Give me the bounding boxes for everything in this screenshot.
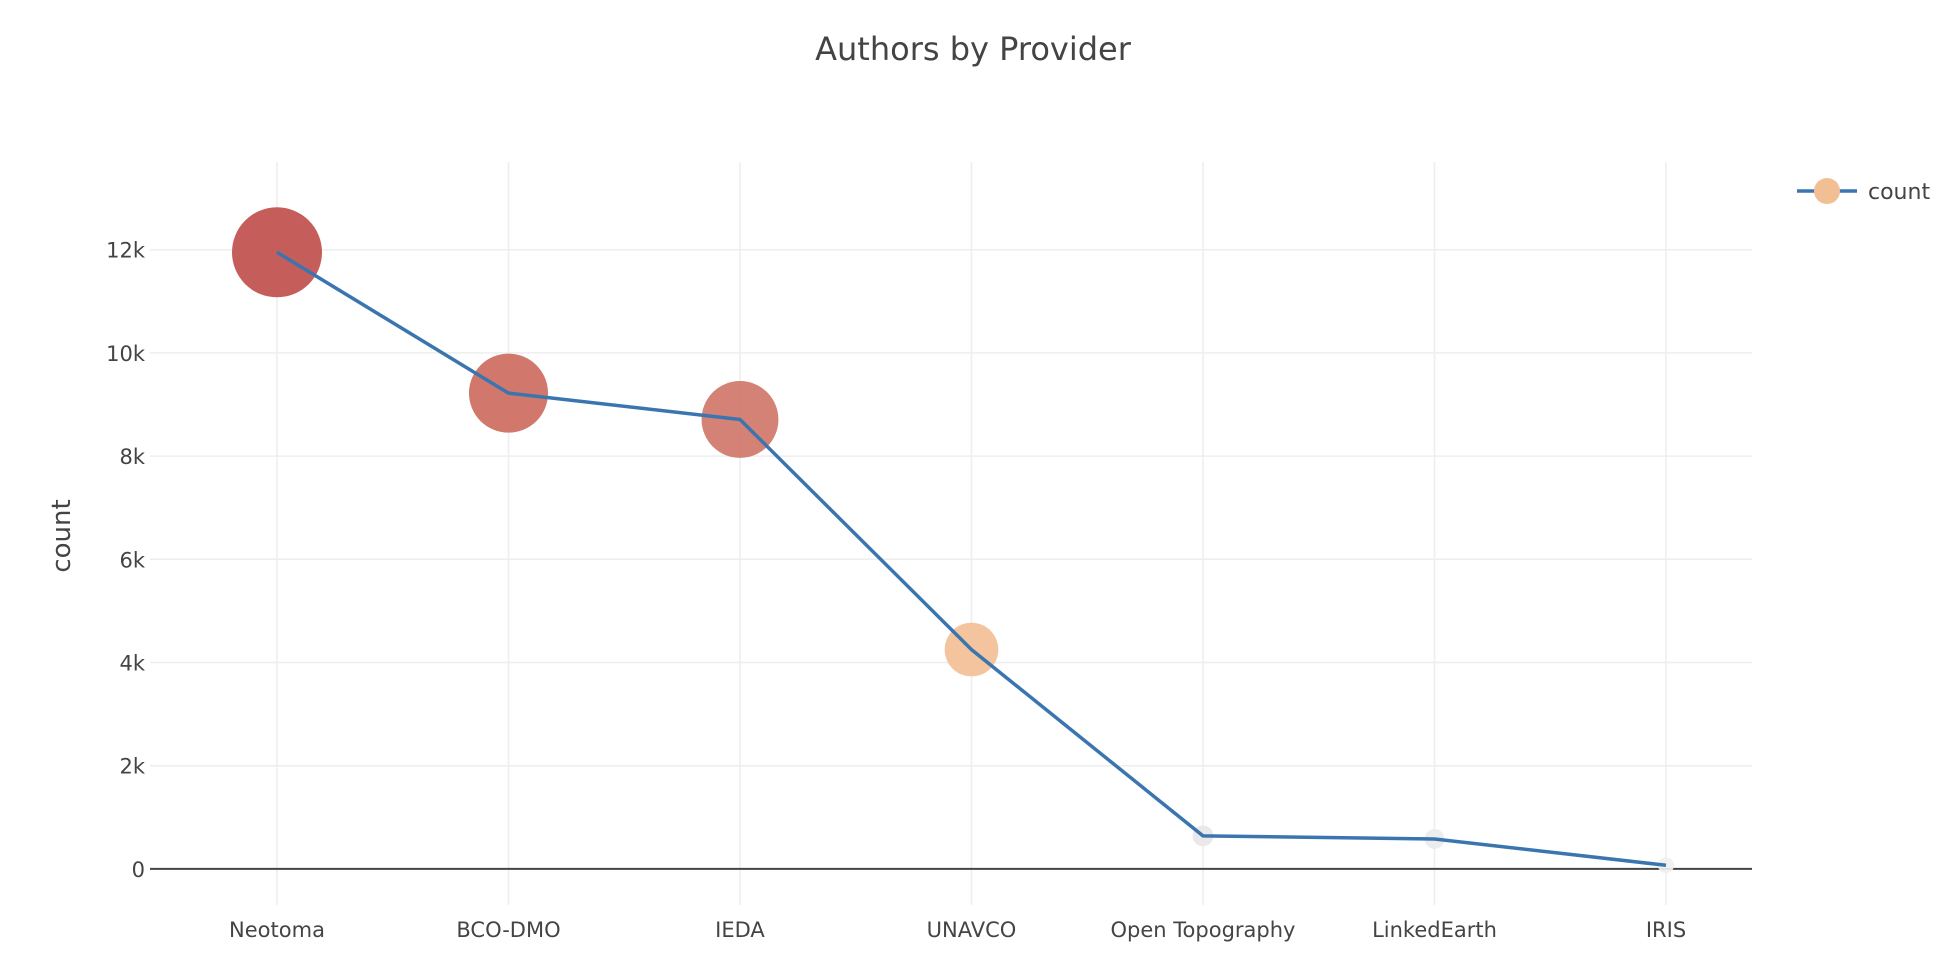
y-tick-label: 2k (119, 755, 145, 779)
legend[interactable]: count (1797, 178, 1930, 205)
legend-label: count (1868, 180, 1930, 205)
y-tick-label: 0 (132, 858, 145, 882)
x-tick-label: BCO-DMO (456, 918, 560, 942)
series-line (276, 250, 1667, 868)
x-tick-label: Neotoma (229, 918, 325, 942)
y-gridlines (150, 248, 1752, 767)
series-markers (232, 207, 1674, 874)
x-gridlines (276, 162, 1667, 905)
legend-marker-swatch (1814, 178, 1840, 204)
y-tick-labels: 0 2k 4k 6k 8k 10k 12k (106, 239, 146, 882)
y-tick-label: 6k (119, 548, 145, 572)
y-tick-label: 12k (106, 239, 146, 263)
x-tick-label: IRIS (1646, 918, 1686, 942)
x-tick-labels: Neotoma BCO-DMO IEDA UNAVCO Open Topography L… (229, 918, 1686, 942)
x-tick-label: Open Topography (1111, 918, 1296, 942)
chart-title: Authors by Provider (815, 30, 1132, 68)
x-tick-label: LinkedEarth (1372, 918, 1497, 942)
x-tick-label: UNAVCO (927, 918, 1017, 942)
y-axis-title: count (47, 499, 77, 572)
y-tick-label: 10k (106, 342, 146, 366)
y-tick-label: 8k (119, 445, 145, 469)
x-tick-label: IEDA (715, 918, 765, 942)
y-tick-label: 4k (119, 651, 145, 675)
